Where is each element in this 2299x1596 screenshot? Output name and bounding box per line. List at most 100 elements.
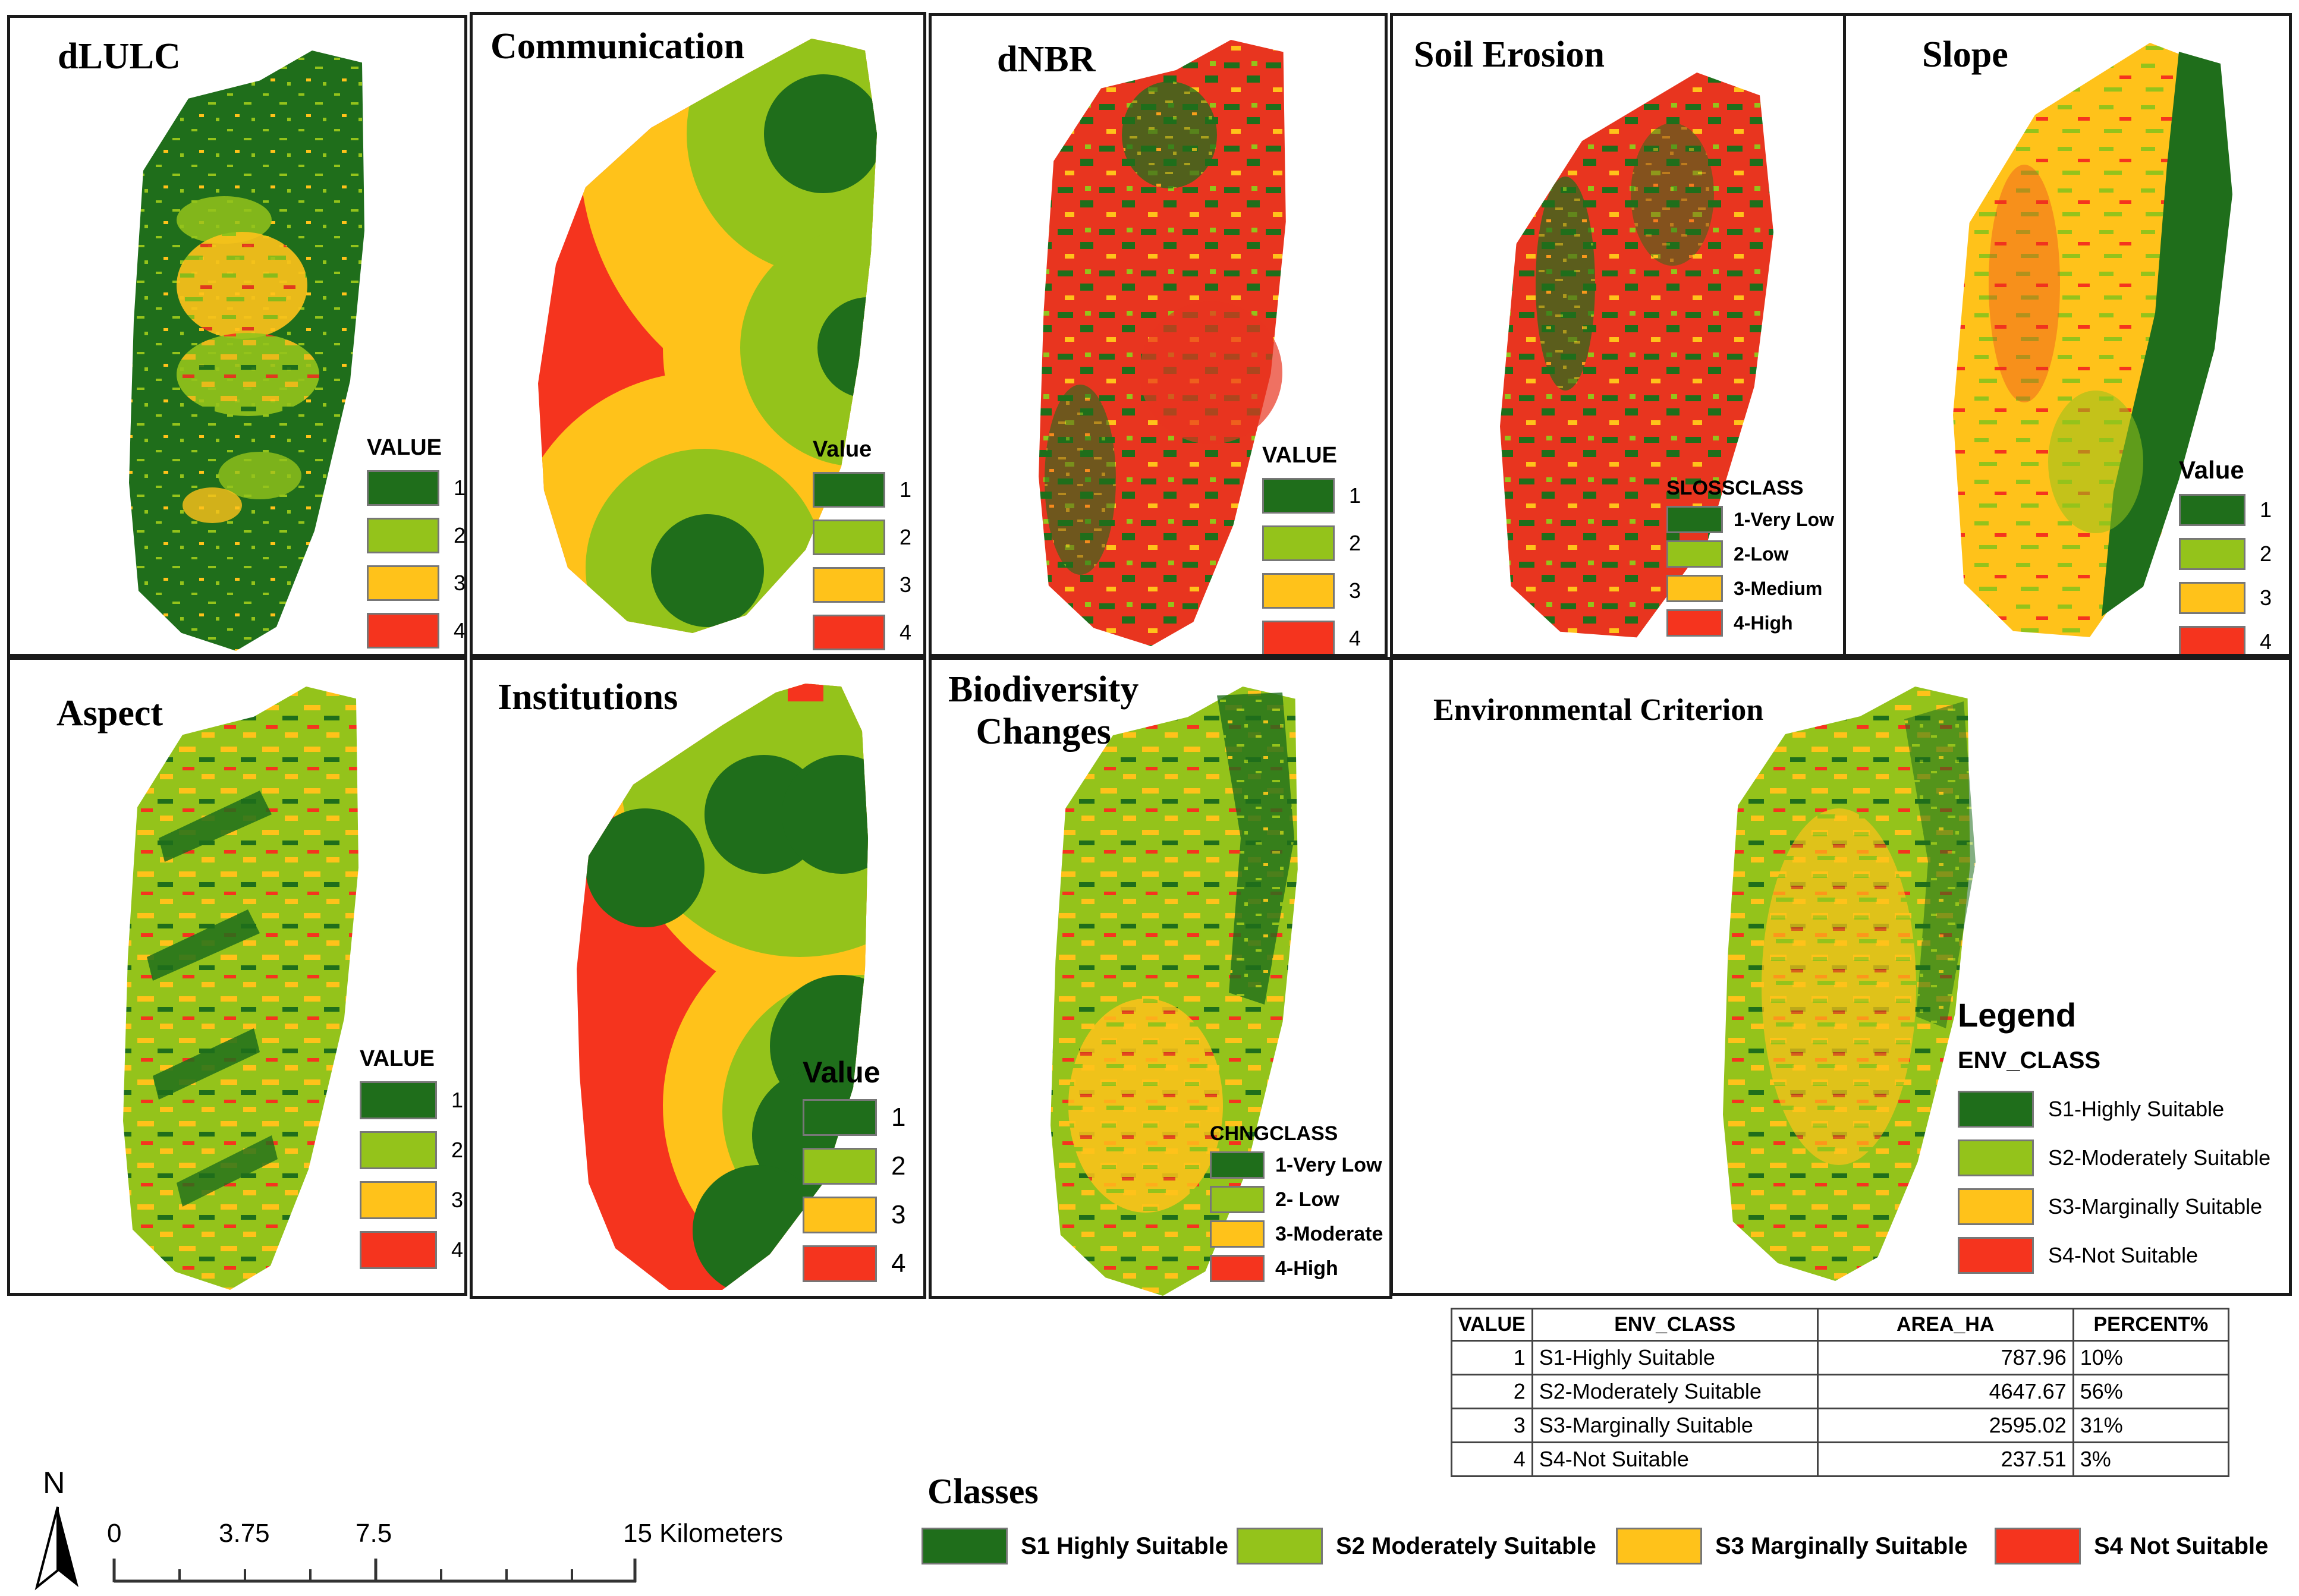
swatch-s3 <box>1616 1528 1702 1564</box>
legend-label: 1 <box>891 1103 906 1132</box>
swatch-4 <box>813 615 885 650</box>
class-item-s4: S4 Not Suitable <box>1995 1528 2268 1564</box>
map-panel-biodiversity: Biodiversity Changes CHNGCLASS 1-Very Lo… <box>929 657 1392 1299</box>
legend-label: 3 <box>891 1200 906 1229</box>
cell-area: 4647.67 <box>1816 1374 2074 1409</box>
swatch-3 <box>803 1197 877 1233</box>
legend-label: 2 <box>454 523 466 547</box>
cell-percent: 10% <box>2072 1340 2230 1375</box>
legend-title: VALUE <box>367 435 442 460</box>
legend-label: 1 <box>454 476 466 500</box>
class-item-s3: S3 Marginally Suitable <box>1616 1528 1968 1564</box>
legend-label: 3 <box>454 571 466 595</box>
swatch-1 <box>1666 506 1723 533</box>
legend-dnbr: VALUE 1 2 3 4 <box>1262 443 1361 654</box>
swatch-s4 <box>1995 1528 2081 1564</box>
legend-label: 3 <box>451 1188 464 1212</box>
legend-label: 2- Low <box>1275 1188 1339 1211</box>
legend-label: 4 <box>451 1238 464 1262</box>
swatch-1 <box>1262 478 1335 514</box>
legend-title: Value <box>2179 456 2244 484</box>
panel-title: dLULC <box>58 36 181 77</box>
legend-slope: Value 1 2 3 4 <box>2179 456 2272 654</box>
north-arrow-icon <box>34 1506 78 1591</box>
cell-value: 2 <box>1451 1374 1533 1409</box>
cell-area: 237.51 <box>1816 1441 2074 1477</box>
swatch-3 <box>367 565 439 601</box>
swatch-1 <box>813 472 885 508</box>
map-environmental <box>1723 687 1976 1281</box>
cell-env-class: S4-Not Suitable <box>1531 1441 1819 1477</box>
panel-title: Aspect <box>56 693 163 734</box>
swatch-1 <box>367 470 439 506</box>
swatch-2 <box>803 1148 877 1185</box>
legend-label: 2 <box>891 1151 906 1181</box>
swatch-4 <box>2179 626 2245 654</box>
panel-title: Slope <box>1922 34 2008 75</box>
swatch-3 <box>1958 1188 2034 1225</box>
swatch-1 <box>1210 1151 1265 1179</box>
map-panel-aspect: Aspect VALUE 1 2 3 4 <box>7 657 467 1296</box>
legend-label: 1 <box>451 1088 464 1112</box>
legend-title: VALUE <box>360 1046 435 1071</box>
map-biodiversity <box>1051 687 1298 1296</box>
panel-title: Institutions <box>498 677 678 717</box>
swatch-4 <box>1210 1255 1265 1282</box>
table-row: 3 S3-Marginally Suitable 2595.02 31% <box>1451 1408 2230 1443</box>
cell-percent: 31% <box>2072 1408 2230 1443</box>
swatch-2 <box>1958 1139 2034 1176</box>
legend-label: 2-Low <box>1734 543 1789 565</box>
env-class-table: VALUE ENV_CLASS AREA_HA PERCENT% 1 S1-Hi… <box>1451 1308 2230 1477</box>
classes-title: Classes <box>927 1472 1039 1511</box>
swatch-2 <box>1262 525 1335 561</box>
map-panel-soil-erosion: Soil Erosion SLOSSCLASS 1-Very Low 2-Low… <box>1390 13 1848 657</box>
class-label: S1 Highly Suitable <box>1021 1532 1228 1559</box>
legend-soil-erosion: SLOSSCLASS 1-Very Low 2-Low 3-Medium 4-H… <box>1666 477 1834 644</box>
legend-title: CHNGCLASS <box>1210 1122 1338 1145</box>
legend-label: 3 <box>900 572 912 597</box>
cell-area: 787.96 <box>1816 1340 2074 1375</box>
legend-label: 3 <box>2260 585 2272 610</box>
map-panel-dnbr: dNBR VALUE 1 2 3 4 <box>929 13 1388 657</box>
swatch-3 <box>2179 582 2245 614</box>
legend-label: 4 <box>2260 629 2272 654</box>
table-row: 4 S4-Not Suitable 237.51 3% <box>1451 1441 2230 1477</box>
swatch-1 <box>803 1099 877 1136</box>
legend-title: Value <box>813 437 872 462</box>
map-dlulc <box>129 51 365 651</box>
col-env-class: ENV_CLASS <box>1531 1308 1819 1342</box>
legend-label: 1-Very Low <box>1275 1153 1382 1176</box>
panel-title-line2: Changes <box>976 712 1111 753</box>
map-panel-dlulc: dLULC VALUE 1 2 3 4 <box>7 15 467 657</box>
col-percent: PERCENT% <box>2072 1308 2230 1342</box>
legend-dlulc: VALUE 1 2 3 4 <box>367 435 466 654</box>
swatch-4 <box>1262 621 1335 654</box>
class-item-s1: S1 Highly Suitable <box>922 1528 1228 1564</box>
legend-label: 4 <box>900 620 912 644</box>
legend-label: S4-Not Suitable <box>2048 1243 2199 1267</box>
legend-title: VALUE <box>1262 443 1337 468</box>
scale-tick-0: 0 <box>107 1519 122 1548</box>
swatch-1 <box>2179 494 2245 526</box>
map-panel-institutions: Institutions Value 1 2 3 4 <box>470 657 926 1299</box>
swatch-4 <box>367 613 439 649</box>
col-area-ha: AREA_HA <box>1816 1308 2074 1342</box>
class-item-s2: S2 Moderately Suitable <box>1237 1528 1596 1564</box>
swatch-3 <box>1666 575 1723 602</box>
swatch-3 <box>1262 573 1335 609</box>
scale-bar <box>112 1559 637 1583</box>
legend-label: S3-Marginally Suitable <box>2048 1194 2263 1219</box>
swatch-4 <box>1958 1237 2034 1274</box>
panel-title: dNBR <box>997 39 1096 80</box>
map-soil-erosion <box>1500 73 1773 638</box>
map-dnbr <box>1039 40 1286 646</box>
legend-label: 1 <box>2260 498 2272 522</box>
cell-area: 2595.02 <box>1816 1408 2074 1443</box>
scale-tick-3-75: 3.75 <box>219 1519 270 1548</box>
swatch-2 <box>1210 1186 1265 1213</box>
col-value: VALUE <box>1451 1308 1533 1342</box>
legend-communication: Value 1 2 3 4 <box>813 437 912 654</box>
cell-value: 4 <box>1451 1441 1533 1477</box>
swatch-2 <box>813 520 885 555</box>
legend-title: SLOSSCLASS <box>1666 477 1804 499</box>
